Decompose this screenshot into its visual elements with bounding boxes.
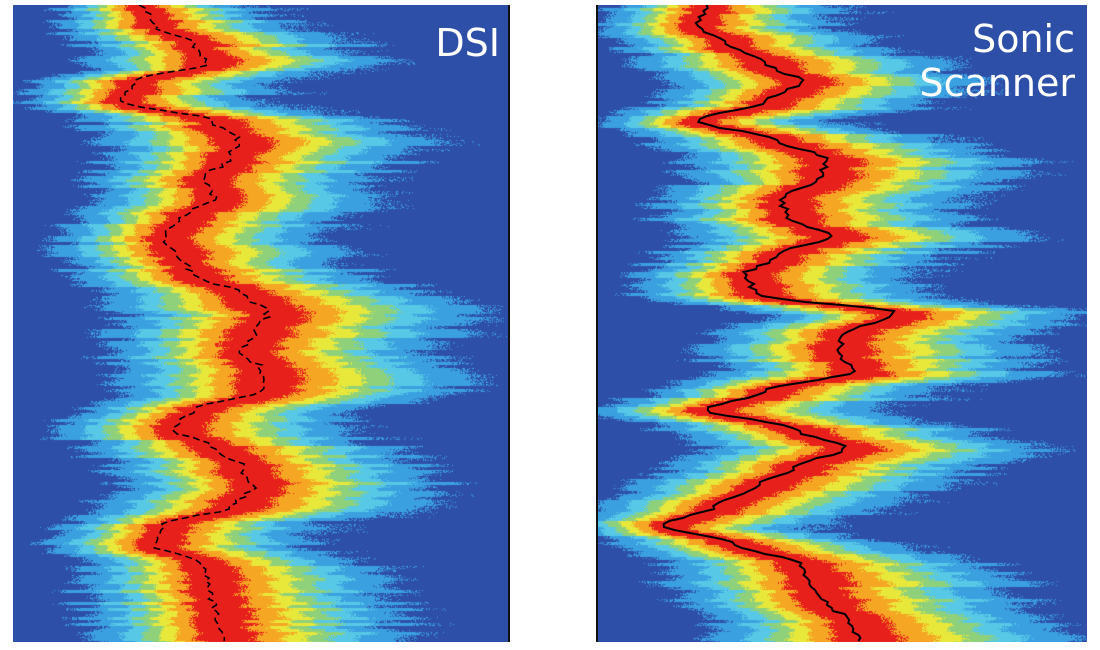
dsi-heatmap [13, 5, 510, 642]
sonic-scanner-left-axis-line [596, 5, 598, 642]
sonic-scanner-panel: Sonic Scanner [596, 5, 1087, 642]
sonic-scanner-trace-layer [662, 5, 896, 642]
dsi-title-text: DSI [435, 21, 500, 65]
sonic-scanner-title: Sonic Scanner [920, 17, 1075, 105]
dsi-title: DSI [435, 21, 500, 65]
dsi-slowness-trace [119, 5, 272, 642]
sonic-scanner-title-line-2: Scanner [919, 61, 1075, 105]
dsi-panel: DSI [13, 5, 510, 642]
sonic-scanner-slowness-trace [662, 5, 896, 642]
dsi-trace-layer [119, 5, 272, 642]
sonic-scanner-heatmap [596, 5, 1087, 642]
sonic-scanner-title-line-1: Sonic [972, 17, 1075, 61]
dsi-right-axis-line [508, 5, 510, 642]
